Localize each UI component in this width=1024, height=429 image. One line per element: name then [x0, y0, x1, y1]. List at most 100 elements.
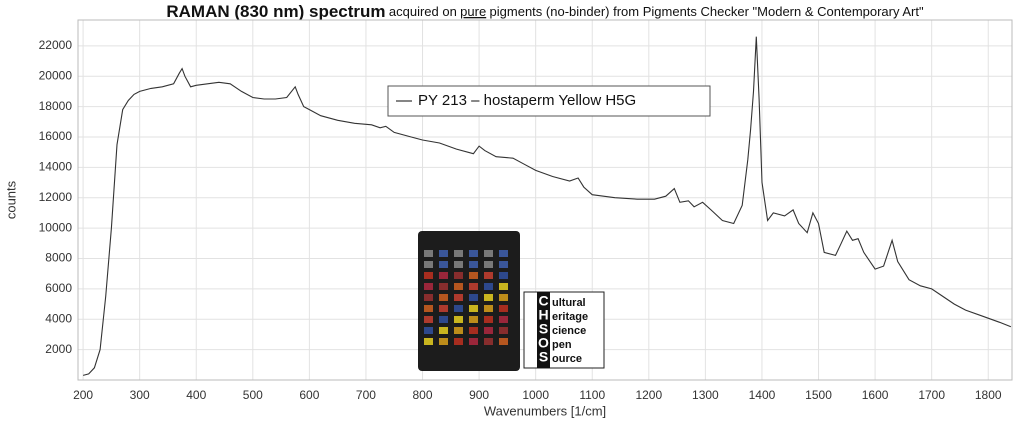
checker-cell — [454, 250, 463, 257]
x-tick-label: 600 — [299, 388, 319, 402]
y-tick-label: 10000 — [39, 220, 73, 234]
checker-cell — [439, 272, 448, 279]
logo-word: ource — [552, 353, 582, 365]
checker-cell — [499, 261, 508, 268]
checker-cell — [484, 261, 493, 268]
title-part: acquired on — [389, 4, 457, 19]
x-tick-label: 1200 — [635, 388, 662, 402]
checker-cell — [439, 305, 448, 312]
y-tick-label: 8000 — [45, 251, 72, 265]
y-tick-label: 4000 — [45, 311, 72, 325]
y-tick-label: 12000 — [39, 190, 73, 204]
checker-cell — [424, 294, 433, 301]
checker-cell — [424, 316, 433, 323]
logo-word: cience — [552, 325, 586, 337]
logo-word: pen — [552, 339, 572, 351]
checker-cell — [439, 316, 448, 323]
checker-cell — [499, 316, 508, 323]
y-tick-label: 20000 — [39, 68, 73, 82]
checker-cell — [424, 261, 433, 268]
checker-cell — [424, 250, 433, 257]
checker-cell — [499, 250, 508, 257]
x-tick-label: 1000 — [522, 388, 549, 402]
y-tick-label: 18000 — [39, 99, 73, 113]
checker-cell — [499, 327, 508, 334]
checker-cell — [439, 294, 448, 301]
checker-cell — [499, 294, 508, 301]
logo-bar — [537, 292, 550, 368]
x-tick-label: 1300 — [692, 388, 719, 402]
checker-cell — [469, 283, 478, 290]
y-axis-label: counts — [3, 180, 18, 219]
x-tick-label: 1100 — [579, 388, 605, 402]
checker-cell — [484, 338, 493, 345]
logo-letter: C — [538, 293, 548, 309]
x-tick-label: 1600 — [862, 388, 889, 402]
checker-cell — [424, 327, 433, 334]
x-tick-label: 1800 — [975, 388, 1002, 402]
checker-cell — [439, 338, 448, 345]
title-part: pure — [460, 4, 486, 19]
y-tick-label: 6000 — [45, 281, 72, 295]
checker-cell — [424, 283, 433, 290]
logo-letter: O — [538, 335, 549, 351]
checker-cell — [424, 272, 433, 279]
checker-cell — [484, 327, 493, 334]
grid — [78, 20, 1012, 380]
checker-cell — [469, 316, 478, 323]
checker-cell — [484, 316, 493, 323]
checker-cell — [499, 272, 508, 279]
x-tick-label: 1700 — [918, 388, 945, 402]
checker-cells — [424, 250, 508, 345]
checker-cell — [454, 338, 463, 345]
checker-cell — [454, 294, 463, 301]
checker-cell — [439, 283, 448, 290]
x-tick-label: 1400 — [749, 388, 776, 402]
x-tick-label: 200 — [73, 388, 93, 402]
checker-cell — [439, 261, 448, 268]
plot-frame — [77, 19, 1013, 381]
checker-cell — [484, 250, 493, 257]
x-tick-label: 1500 — [805, 388, 832, 402]
spectrum-line — [82, 36, 1012, 376]
x-tick-label: 400 — [186, 388, 206, 402]
checker-cell — [454, 283, 463, 290]
checker-cell — [469, 305, 478, 312]
logo-letter: S — [539, 321, 548, 337]
y-tick-label: 16000 — [39, 129, 73, 143]
logo-word: eritage — [552, 311, 588, 323]
checker-cell — [469, 338, 478, 345]
y-tick-label: 14000 — [39, 160, 73, 174]
legend-box — [387, 85, 711, 117]
legend: PY 213 – hostaperm Yellow H5G — [387, 85, 711, 117]
checker-cell — [484, 305, 493, 312]
checker-cell — [484, 294, 493, 301]
checker-cell — [454, 305, 463, 312]
checker-cell — [454, 261, 463, 268]
checker-cell — [469, 272, 478, 279]
checker-cell — [469, 250, 478, 257]
checker-cell — [469, 294, 478, 301]
checker-cell — [469, 261, 478, 268]
x-axis-label: Wavenumbers [1/cm] — [484, 403, 606, 418]
checker-cell — [424, 338, 433, 345]
checker-cell — [499, 338, 508, 345]
chart-title: RAMAN (830 nm) spectrum acquired on pure… — [166, 2, 924, 21]
legend-label: PY 213 – hostaperm Yellow H5G — [418, 92, 636, 109]
logo-letter: S — [539, 349, 548, 365]
checker-cell — [469, 327, 478, 334]
title-main: RAMAN (830 nm) spectrum — [166, 2, 385, 21]
checker-cell — [499, 283, 508, 290]
checker-cell — [499, 305, 508, 312]
checker-cell — [454, 272, 463, 279]
logo-letter: H — [538, 307, 548, 323]
checker-cell — [454, 327, 463, 334]
checker-cell — [484, 272, 493, 279]
y-tick-label: 22000 — [39, 38, 73, 52]
checker-cell — [484, 283, 493, 290]
x-tick-label: 500 — [243, 388, 263, 402]
x-tick-label: 800 — [413, 388, 433, 402]
